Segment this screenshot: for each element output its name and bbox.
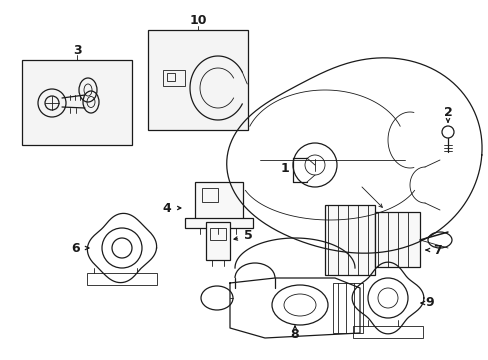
Text: 3: 3 xyxy=(73,44,81,57)
Bar xyxy=(167,73,175,81)
Text: 4: 4 xyxy=(163,202,171,215)
Bar xyxy=(209,228,225,240)
Bar xyxy=(184,218,252,228)
Bar xyxy=(148,30,247,130)
Text: 9: 9 xyxy=(425,297,433,310)
Bar xyxy=(352,326,422,338)
Bar xyxy=(205,222,229,260)
Bar xyxy=(332,283,362,333)
Bar xyxy=(87,273,157,285)
Text: 1: 1 xyxy=(280,162,289,175)
Text: 2: 2 xyxy=(443,105,451,118)
Text: 8: 8 xyxy=(290,328,299,342)
Bar xyxy=(163,70,184,86)
Bar xyxy=(202,188,218,202)
Text: 10: 10 xyxy=(189,14,206,27)
Bar xyxy=(195,182,243,220)
Bar xyxy=(22,60,132,145)
Bar xyxy=(374,212,419,267)
Text: 5: 5 xyxy=(243,229,252,242)
Text: 7: 7 xyxy=(432,243,441,257)
Bar xyxy=(325,205,374,275)
Text: 6: 6 xyxy=(72,242,80,255)
